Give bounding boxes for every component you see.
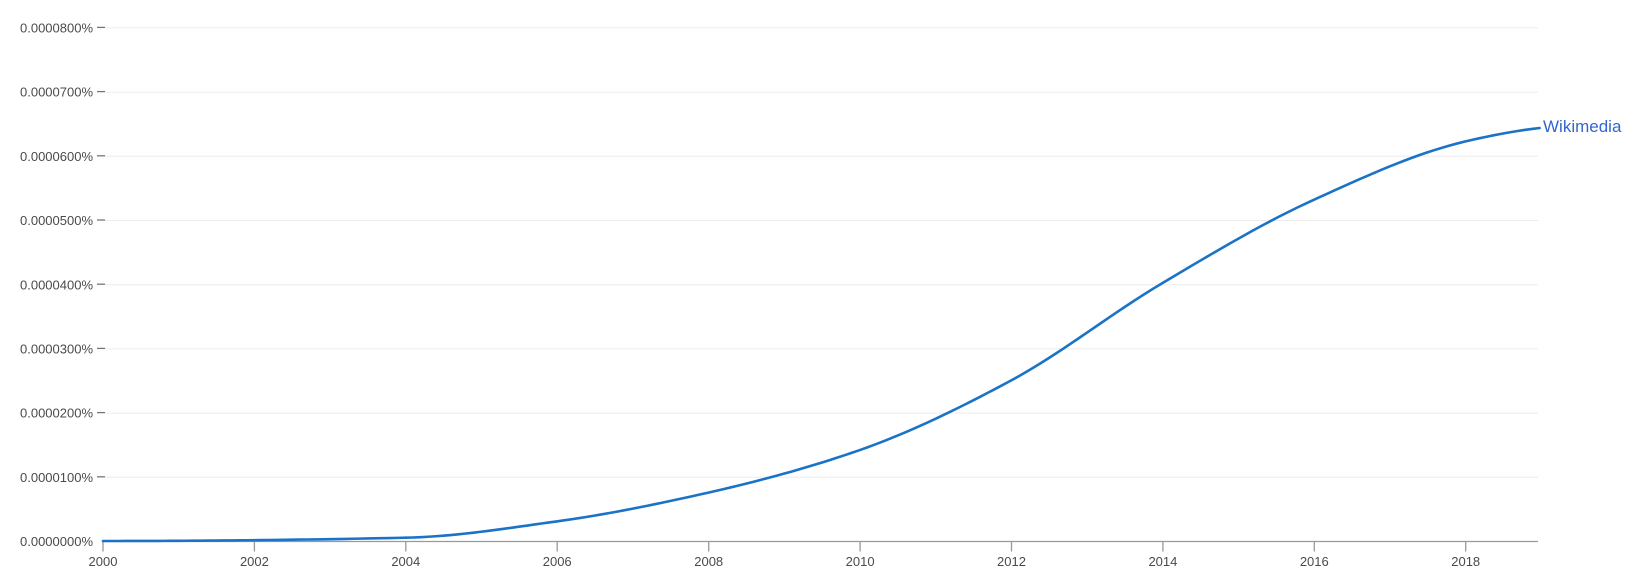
svg-text:2012: 2012	[997, 554, 1026, 569]
svg-text:0.0000100%: 0.0000100%	[20, 470, 93, 485]
svg-text:2008: 2008	[694, 554, 723, 569]
svg-text:0.0000500%: 0.0000500%	[20, 213, 93, 228]
svg-text:2006: 2006	[543, 554, 572, 569]
svg-text:0.0000200%: 0.0000200%	[20, 406, 93, 421]
svg-text:2016: 2016	[1300, 554, 1329, 569]
svg-text:2004: 2004	[391, 554, 420, 569]
svg-text:0.0000600%: 0.0000600%	[20, 149, 93, 164]
svg-text:0.0000400%: 0.0000400%	[20, 277, 93, 292]
svg-text:0.0000700%: 0.0000700%	[20, 85, 93, 100]
svg-text:0.0000000%: 0.0000000%	[20, 534, 93, 549]
svg-text:2014: 2014	[1148, 554, 1177, 569]
svg-text:2010: 2010	[846, 554, 875, 569]
svg-text:0.0000800%: 0.0000800%	[20, 21, 93, 36]
svg-text:2000: 2000	[89, 554, 118, 569]
svg-text:2018: 2018	[1451, 554, 1480, 569]
svg-text:Wikimedia: Wikimedia	[1543, 117, 1622, 136]
svg-text:2002: 2002	[240, 554, 269, 569]
svg-text:0.0000300%: 0.0000300%	[20, 342, 93, 357]
